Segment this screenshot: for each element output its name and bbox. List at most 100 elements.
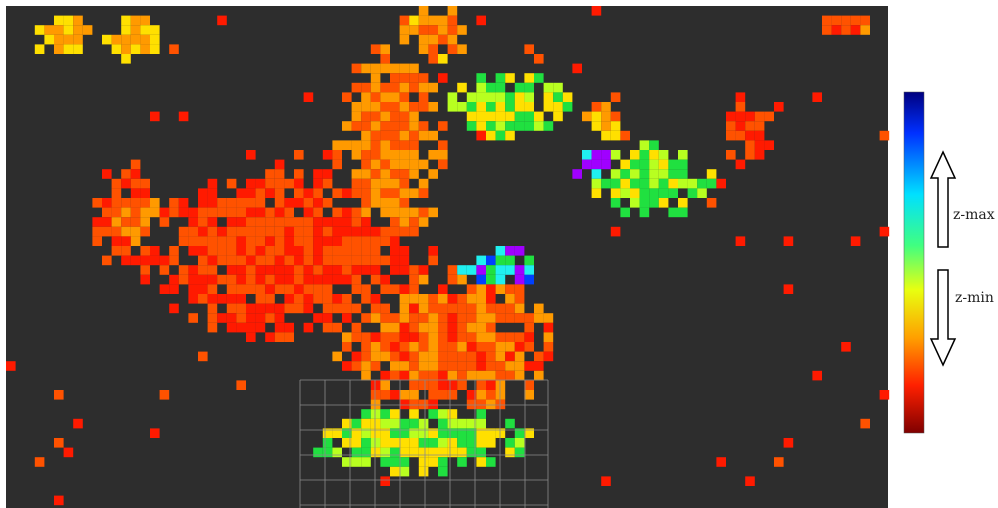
height-cell xyxy=(352,83,362,93)
height-cell xyxy=(121,169,131,179)
height-cell xyxy=(188,284,198,294)
height-cell xyxy=(332,160,342,170)
height-cell xyxy=(400,438,410,448)
height-cell xyxy=(534,304,544,314)
height-cell xyxy=(188,208,198,218)
height-cell xyxy=(275,188,285,198)
height-cell xyxy=(102,217,112,227)
height-cell xyxy=(361,256,371,266)
height-cell xyxy=(304,92,314,102)
height-cell xyxy=(121,246,131,256)
height-cell xyxy=(208,227,218,237)
height-cell xyxy=(486,342,496,352)
height-cell xyxy=(342,121,352,131)
height-cell xyxy=(361,265,371,275)
height-cell xyxy=(736,236,746,246)
height-cell xyxy=(409,150,419,160)
height-cell xyxy=(198,188,208,198)
height-cell xyxy=(131,16,141,26)
height-cell xyxy=(179,198,189,208)
height-cell xyxy=(332,208,342,218)
down-arrow xyxy=(931,270,955,365)
height-cell xyxy=(198,265,208,275)
height-cell xyxy=(371,150,381,160)
height-cell xyxy=(496,400,506,410)
height-cell xyxy=(313,265,323,275)
height-cell xyxy=(496,121,506,131)
height-cell xyxy=(438,140,448,150)
height-cell xyxy=(217,208,227,218)
height-cell xyxy=(198,284,208,294)
height-cell xyxy=(505,304,515,314)
z-min-label: z-min xyxy=(955,290,994,306)
height-cell xyxy=(438,371,448,381)
height-cell xyxy=(553,112,563,122)
height-cell xyxy=(467,313,477,323)
height-cell xyxy=(323,275,333,285)
height-cell xyxy=(92,198,102,208)
height-cell xyxy=(150,208,160,218)
height-cell xyxy=(294,304,304,314)
height-cell xyxy=(361,179,371,189)
height-cell xyxy=(246,198,256,208)
height-cell xyxy=(256,188,266,198)
height-cell xyxy=(515,448,525,458)
height-cell xyxy=(390,102,400,112)
height-cell xyxy=(409,102,419,112)
height-cell xyxy=(390,265,400,275)
height-cell xyxy=(515,121,525,131)
height-cell xyxy=(755,112,765,122)
height-cell xyxy=(304,198,314,208)
height-cell xyxy=(275,160,285,170)
height-cell xyxy=(380,275,390,285)
height-cell xyxy=(352,102,362,112)
height-cell xyxy=(352,121,362,131)
height-cell xyxy=(438,390,448,400)
height-cell xyxy=(486,121,496,131)
height-cell xyxy=(400,371,410,381)
height-cell xyxy=(236,284,246,294)
height-cell xyxy=(236,236,246,246)
height-cell xyxy=(678,169,688,179)
height-cell xyxy=(380,169,390,179)
height-cell xyxy=(640,179,650,189)
height-cell xyxy=(409,448,419,458)
height-cell xyxy=(112,236,122,246)
height-cell xyxy=(841,16,851,26)
height-cell xyxy=(371,246,381,256)
height-cell xyxy=(361,236,371,246)
height-cell xyxy=(419,73,429,83)
height-cell xyxy=(400,265,410,275)
height-cell xyxy=(380,352,390,362)
height-cell xyxy=(140,44,150,54)
height-cell xyxy=(428,352,438,362)
height-cell xyxy=(467,102,477,112)
height-cell xyxy=(294,265,304,275)
height-cell xyxy=(486,131,496,141)
height-cell xyxy=(544,342,554,352)
height-cell xyxy=(121,208,131,218)
height-cell xyxy=(198,294,208,304)
height-cell xyxy=(361,160,371,170)
viewer: z-max z-min xyxy=(0,0,998,508)
height-cell xyxy=(726,121,736,131)
height-cell xyxy=(428,294,438,304)
height-cell xyxy=(390,246,400,256)
height-cell xyxy=(448,275,458,285)
height-cell xyxy=(227,304,237,314)
height-cell xyxy=(342,265,352,275)
height-cell xyxy=(380,112,390,122)
height-cell xyxy=(448,304,458,314)
height-cell xyxy=(380,131,390,141)
height-cell xyxy=(851,25,861,35)
height-cell xyxy=(400,352,410,362)
height-cell xyxy=(332,323,342,333)
height-cell xyxy=(284,284,294,294)
height-cell xyxy=(438,313,448,323)
height-cell xyxy=(371,83,381,93)
height-cell xyxy=(140,16,150,26)
height-cell xyxy=(400,112,410,122)
height-cell xyxy=(438,352,448,362)
height-cell xyxy=(400,35,410,45)
height-cell xyxy=(284,179,294,189)
